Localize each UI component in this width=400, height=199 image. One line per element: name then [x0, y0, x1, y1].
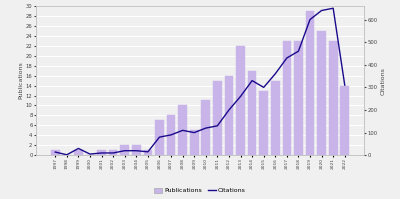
Bar	[202, 100, 210, 155]
Bar	[74, 150, 83, 155]
Bar	[167, 115, 175, 155]
Bar	[51, 150, 60, 155]
Y-axis label: Citations: Citations	[380, 67, 385, 95]
Bar	[178, 105, 187, 155]
Bar	[271, 81, 280, 155]
Bar	[225, 76, 233, 155]
Bar	[294, 41, 303, 155]
Y-axis label: Publications: Publications	[18, 62, 23, 100]
Legend: Publications, Citations: Publications, Citations	[152, 185, 248, 196]
Bar	[97, 150, 106, 155]
Bar	[144, 150, 152, 155]
Bar	[132, 145, 141, 155]
Bar	[120, 145, 129, 155]
Bar	[155, 120, 164, 155]
Bar	[329, 41, 338, 155]
Bar	[306, 11, 314, 155]
Bar	[248, 71, 256, 155]
Bar	[282, 41, 291, 155]
Bar	[259, 91, 268, 155]
Bar	[236, 46, 245, 155]
Bar	[109, 150, 118, 155]
Bar	[213, 81, 222, 155]
Bar	[190, 130, 198, 155]
Bar	[340, 86, 349, 155]
Bar	[317, 31, 326, 155]
